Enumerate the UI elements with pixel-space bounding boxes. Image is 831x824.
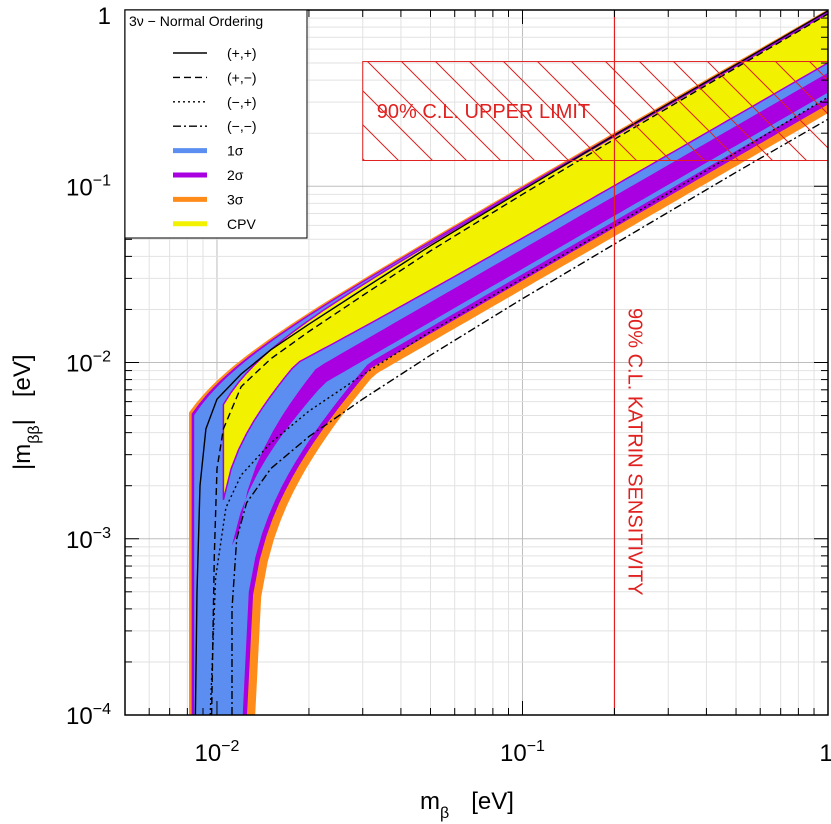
x-axis-label-sub: β xyxy=(440,805,449,822)
x-tick-label: 10−2 xyxy=(194,738,239,767)
y-axis-label-tail: | xyxy=(9,419,36,425)
legend-entry-label: CPV xyxy=(227,216,256,232)
x-tick-label: 1 xyxy=(819,740,831,767)
y-tick-label: 10−4 xyxy=(66,701,111,730)
y-tick-label: 10−3 xyxy=(66,525,111,554)
legend-entry-label: (−,+) xyxy=(227,94,257,110)
x-axis-label-main: m xyxy=(420,788,440,815)
legend-box xyxy=(124,9,308,239)
legend-entry-label: (+,−) xyxy=(227,69,257,85)
y-axis-label-main: |m xyxy=(9,444,36,470)
x-axis-label: mβ [eV] xyxy=(420,788,514,822)
upper-limit-region xyxy=(362,61,829,161)
legend-title: 3ν − Normal Ordering xyxy=(129,13,263,29)
series-line-dashdot xyxy=(231,118,828,715)
y-tick-label: 10−1 xyxy=(66,172,111,201)
y-axis-label: |mββ| [eV] xyxy=(9,354,43,470)
legend-entry-label: (+,+) xyxy=(227,45,257,61)
legend-entry-label: 1σ xyxy=(227,143,244,159)
legend-entry-label: 2σ xyxy=(227,167,244,183)
x-tick-label: 10−1 xyxy=(500,738,545,767)
axes: 10−2 10−1 1 10−4 10−3 10−2 10−1 1 xyxy=(66,3,831,767)
y-axis-label-sub: ββ xyxy=(26,425,43,443)
y-tick-label: 1 xyxy=(98,3,111,30)
band-1sigma xyxy=(194,12,828,715)
series-line-dotted xyxy=(209,96,828,715)
katrin-label: 90% C.L. KATRIN SENSITIVITY xyxy=(623,308,645,595)
upper-limit-label: 90% C.L. UPPER LIMIT xyxy=(377,101,590,123)
y-axis-label-unit: [eV] xyxy=(9,354,36,397)
legend: 3ν − Normal Ordering (+,+) (+,−) (−,+) (−,−)… xyxy=(124,9,308,239)
y-tick-label: 10−2 xyxy=(66,349,111,378)
x-axis-label-unit: [eV] xyxy=(471,788,514,815)
legend-entry-label: (−,−) xyxy=(227,118,257,134)
annotations: 90% C.L. UPPER LIMIT 90% C.L. KATRIN SENS… xyxy=(362,10,829,715)
legend-entry-label: 3σ xyxy=(227,191,244,207)
